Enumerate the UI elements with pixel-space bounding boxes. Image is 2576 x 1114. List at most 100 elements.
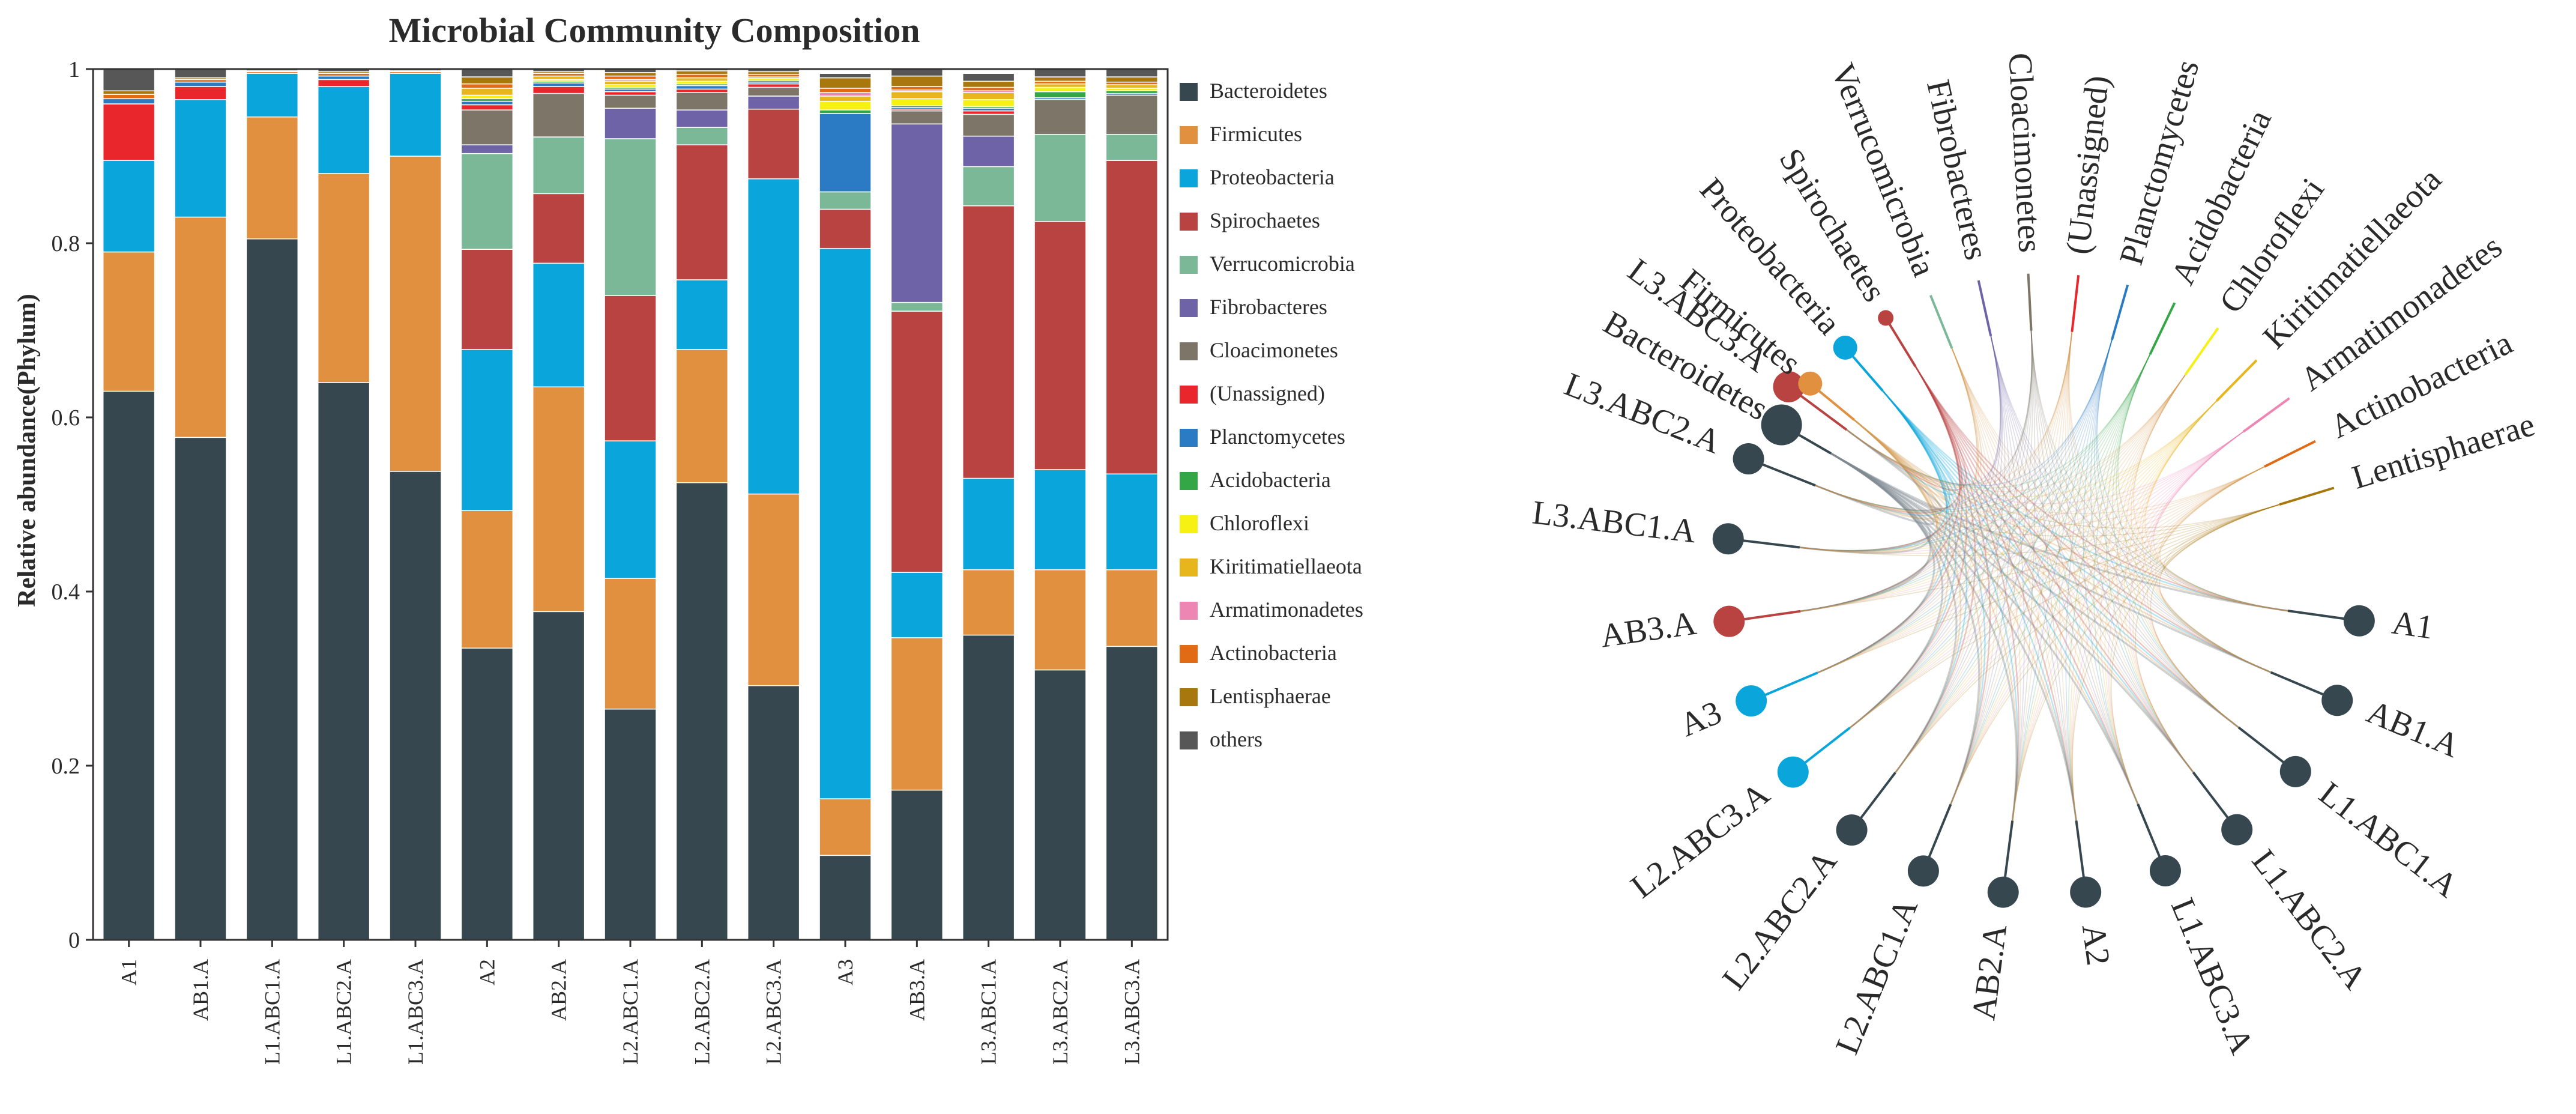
legend-swatch (1180, 213, 1198, 231)
chord-link (2093, 354, 2151, 805)
bar-segment-actinobacteria (460, 83, 514, 89)
bar-segment-proteobacteria (1105, 473, 1159, 571)
node-label: AB1.A (2362, 693, 2465, 765)
bar-segment-kiritimatiellaeota (1105, 84, 1159, 89)
chord-link (1846, 331, 2073, 485)
chord-link (2117, 354, 2288, 611)
chord-links (1799, 330, 2288, 821)
bar-segment-fibrobacteres (604, 107, 657, 139)
node-marker (2070, 876, 2102, 908)
legend-item-armatimonadetes: Armatimonadetes (1180, 598, 1363, 622)
chord-link (1815, 330, 2033, 511)
chord-link (2096, 339, 2272, 673)
chord-link (1800, 452, 1932, 613)
chord-link (1817, 390, 1951, 674)
bar-segment-verrucomicrobia (819, 191, 872, 210)
bar-segment-firmicutes (819, 798, 872, 856)
legend-swatch (1180, 126, 1198, 144)
chord-link (1815, 452, 1935, 525)
bar-segment-verrucomicrobia (460, 153, 514, 250)
bar-segment-proteobacteria (819, 247, 872, 799)
chord-link (1830, 452, 1980, 805)
x-tick-label: A2 (475, 959, 499, 985)
chord-link (1800, 466, 2265, 612)
chord-link (1799, 331, 2073, 551)
bar-stack-l3-abc1-a (962, 73, 1015, 940)
bar-segment-firmicutes (460, 510, 514, 649)
chord-link (1846, 339, 2113, 486)
bar-segment-acidobacteria (1034, 91, 1087, 98)
bar-segment-bacteroidetes (532, 611, 585, 940)
node-label: L1.ABC1.A (2312, 775, 2465, 905)
chord-link (1853, 419, 1982, 805)
chord-link (2012, 466, 2265, 821)
node-marker (2221, 814, 2253, 846)
chord-link (2068, 354, 2151, 821)
chord-link (2071, 466, 2265, 821)
node-label: Fibrobacteres (1919, 76, 1995, 263)
bar-segment-kiritimatiellaeota (675, 77, 729, 82)
chord-link (2012, 401, 2217, 821)
bar-segment-others (890, 68, 944, 77)
chord-link (2104, 401, 2217, 805)
chord-link (2096, 339, 2288, 611)
chord-link (1799, 390, 1948, 552)
chord-link (1815, 339, 2113, 512)
chord-link (2012, 374, 2186, 821)
chord-link (1950, 354, 2151, 805)
node-marker (1761, 404, 1802, 446)
legend-swatch (1180, 386, 1198, 404)
node-stem (2027, 273, 2033, 331)
chord-link (2012, 331, 2073, 821)
bar-segment-spirochaetes (460, 249, 514, 350)
chord-link (1817, 354, 2151, 673)
bar-stack-l2-abc3-a (747, 68, 800, 940)
chord-link (1817, 419, 1941, 674)
chord-link (1882, 390, 2194, 773)
chord-link (1882, 390, 2077, 821)
chord-link (1950, 330, 2033, 805)
legend-label: Lentisphaerae (1210, 684, 1331, 708)
bar-segment-fibrobacteres (460, 144, 514, 154)
legend-swatch (1180, 256, 1198, 274)
bar-segment-bacteroidetes (747, 685, 800, 940)
bar-segment-chloroflexi (460, 94, 514, 100)
chord-link (1817, 504, 2280, 673)
bar-segment-chloroflexi (962, 99, 1015, 107)
bar-segment-others (174, 68, 227, 79)
sample-node-ab3-a: AB3.A (1598, 605, 1801, 655)
phylum-node-planctomycetes: Planctomycetes (2111, 56, 2207, 341)
chord-link (1817, 366, 1963, 674)
bar-segment-firmicutes (1034, 569, 1087, 671)
chord-link (1895, 431, 2244, 773)
chord-link (1815, 401, 2217, 517)
chord-link (1830, 452, 2139, 805)
chord-link (1882, 390, 1986, 805)
chord-link (1846, 366, 1967, 491)
bar-segment-planctomycetes (102, 98, 155, 104)
bar-segment-lentisphaerae (460, 76, 514, 85)
chord-link (1817, 431, 2244, 673)
node-stem (2242, 397, 2290, 433)
node-marker (1836, 814, 1868, 846)
bar-segment-lentisphaerae (819, 77, 872, 89)
bar-segment-proteobacteria (102, 160, 155, 253)
legend-label: Spirochaetes (1210, 208, 1320, 232)
bar-stack-l1-abc1-a (246, 68, 299, 940)
bar-segment-spirochaetes (1034, 221, 1087, 470)
bar-segment-proteobacteria (604, 440, 657, 580)
bar-stack-l2-abc2-a (675, 68, 729, 940)
node-label: L1.ABC2.A (2245, 843, 2374, 996)
chord-link (2030, 330, 2272, 673)
chord-link (1914, 366, 2194, 773)
chord-link (2129, 431, 2244, 773)
bar-segment-armatimonadetes (819, 92, 872, 97)
node-marker (1833, 335, 1857, 360)
bar-segment-firmicutes (317, 173, 370, 383)
x-tick-label: A1 (117, 959, 141, 985)
chord-link (2135, 401, 2239, 728)
legend-label: Bacteroidetes (1210, 79, 1327, 103)
chord-link (1853, 419, 2272, 673)
chord-link (2131, 374, 2272, 673)
